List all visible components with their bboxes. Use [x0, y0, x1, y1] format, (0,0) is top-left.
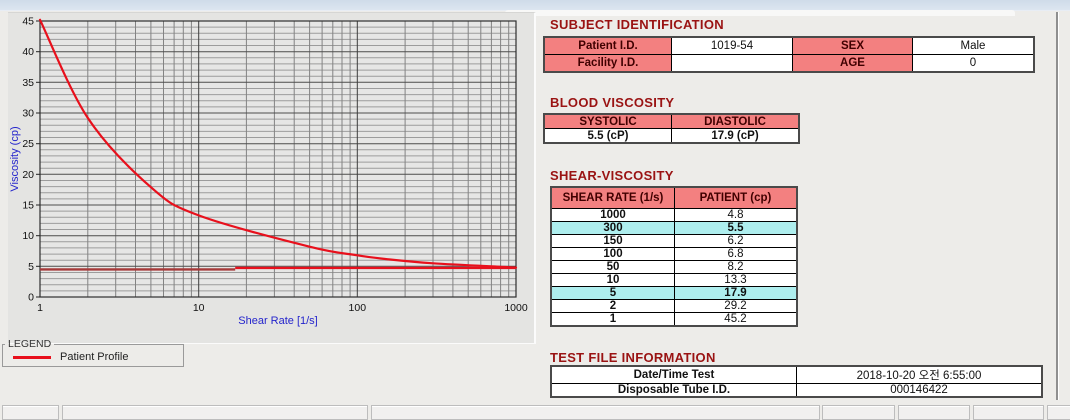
shear-rate-cell: 300 — [551, 221, 675, 235]
y-tick-label: 10 — [22, 230, 34, 242]
x-tick-label: 1000 — [504, 302, 528, 314]
shear-viscosity-row: 100 6.8 — [551, 247, 797, 261]
blood-viscosity-title: BLOOD VISCOSITY — [550, 95, 675, 110]
subject-label-cell: AGE — [792, 54, 913, 72]
shear-rate-cell: 100 — [551, 247, 675, 261]
y-tick-label: 35 — [22, 77, 34, 89]
y-tick-label: 30 — [22, 108, 34, 120]
shear-viscosity-header-row: SHEAR RATE (1/s) PATIENT (cp) — [551, 187, 797, 209]
shear-rate-cell: 1 — [551, 312, 675, 326]
y-tick-label: 0 — [28, 292, 34, 304]
patient-viscosity-cell: 13.3 — [674, 273, 797, 287]
y-tick-label: 45 — [22, 16, 34, 28]
plot-frame — [39, 20, 517, 298]
subject-label-cell: Facility I.D. — [544, 54, 672, 72]
shear-rate-cell: 150 — [551, 234, 675, 248]
shear-viscosity-header-cell: SHEAR RATE (1/s) — [551, 187, 675, 209]
status-panel — [898, 405, 970, 420]
test-file-label-cell: Disposable Tube I.D. — [551, 383, 797, 397]
blood-viscosity-value-row: 5.5 (cP) 17.9 (cP) — [544, 128, 799, 143]
shear-rate-cell: 10 — [551, 273, 675, 287]
status-panel — [973, 405, 1044, 420]
test-file-value-cell: 2018-10-20 오전 6:55:00 — [796, 366, 1042, 384]
blood-viscosity-header-cell: SYSTOLIC — [544, 114, 672, 129]
legend-item-patient-profile: Patient Profile — [3, 351, 183, 363]
y-tick-label: 40 — [22, 46, 34, 58]
status-panel — [371, 405, 820, 420]
panel-divider — [1056, 12, 1058, 400]
legend-item-label: Patient Profile — [60, 351, 129, 363]
blood-viscosity-table: SYSTOLIC DIASTOLIC 5.5 (cP) 17.9 (cP) — [543, 113, 800, 144]
status-panel — [1047, 405, 1070, 420]
status-panel — [62, 405, 368, 420]
x-axis-title: Shear Rate [1/s] — [238, 315, 318, 327]
blood-viscosity-header-cell: DIASTOLIC — [671, 114, 799, 129]
viscosity-chart-panel: 0 5 10 15 20 25 30 35 40 45 1 10 100 1000 Shear Rate [… — [8, 12, 536, 344]
shear-viscosity-row: 1000 4.8 — [551, 208, 797, 222]
shear-viscosity-row: 50 8.2 — [551, 260, 797, 274]
shear-rate-cell: 1000 — [551, 208, 675, 222]
subject-row: Facility I.D. AGE 0 — [544, 54, 1034, 72]
subject-label-cell: Patient I.D. — [544, 37, 672, 55]
plot-area — [40, 21, 516, 297]
y-tick-label: 20 — [22, 169, 34, 181]
x-tick-label: 100 — [349, 302, 367, 314]
subject-label-cell: SEX — [792, 37, 913, 55]
subject-value-cell: 1019-54 — [671, 37, 793, 55]
patient-viscosity-cell: 29.2 — [674, 299, 797, 313]
subject-value-cell: Male — [912, 37, 1034, 55]
patient-profile-line-swatch — [13, 355, 51, 359]
patient-viscosity-cell: 5.5 — [674, 221, 797, 235]
shear-viscosity-row: 10 13.3 — [551, 273, 797, 287]
blood-viscosity-header-row: SYSTOLIC DIASTOLIC — [544, 114, 799, 129]
subject-value-cell: 0 — [912, 54, 1034, 72]
blood-viscosity-value-cell: 17.9 (cP) — [671, 128, 799, 143]
subject-row: Patient I.D. 1019-54 SEX Male — [544, 37, 1034, 55]
shear-viscosity-title: SHEAR-VISCOSITY — [550, 168, 674, 183]
patient-profile-curve — [38, 18, 518, 269]
patient-viscosity-cell: 45.2 — [674, 312, 797, 326]
patient-viscosity-cell: 6.8 — [674, 247, 797, 261]
shear-viscosity-table: SHEAR RATE (1/s) PATIENT (cp) 1000 4.8 300 5.… — [550, 186, 798, 327]
status-panel — [2, 405, 59, 420]
subject-identification-title: SUBJECT IDENTIFICATION — [550, 17, 724, 32]
shear-viscosity-row: 150 6.2 — [551, 234, 797, 248]
header-strip — [505, 10, 1015, 16]
patient-viscosity-cell: 6.2 — [674, 234, 797, 248]
x-tick-label: 10 — [193, 302, 205, 314]
blood-viscosity-value-cell: 5.5 (cP) — [544, 128, 672, 143]
patient-viscosity-cell: 17.9 — [674, 286, 797, 300]
subject-value-cell — [671, 54, 793, 72]
test-file-label-cell: Date/Time Test — [551, 366, 797, 384]
y-axis-title: Viscosity (cp) — [9, 126, 21, 191]
shear-viscosity-row: 5 17.9 — [551, 286, 797, 300]
test-file-row: Date/Time Test 2018-10-20 오전 6:55:00 — [551, 366, 1042, 384]
y-tick-label: 25 — [22, 138, 34, 150]
subject-identification-table: Patient I.D. 1019-54 SEX Male Facility I.D. A… — [543, 36, 1035, 73]
test-file-row: Disposable Tube I.D. 000146422 — [551, 383, 1042, 397]
shear-viscosity-row: 2 29.2 — [551, 299, 797, 313]
x-tick-label: 1 — [37, 302, 43, 314]
y-tick-label: 15 — [22, 200, 34, 212]
shear-viscosity-header-cell: PATIENT (cp) — [674, 187, 797, 209]
test-file-information-table: Date/Time Test 2018-10-20 오전 6:55:00 Dispo… — [550, 365, 1043, 398]
test-file-value-cell: 000146422 — [796, 383, 1042, 397]
patient-viscosity-cell: 8.2 — [674, 260, 797, 274]
legend-box: LEGEND Patient Profile — [2, 338, 184, 367]
shear-viscosity-row: 1 45.2 — [551, 312, 797, 326]
shear-viscosity-chart: 0 5 10 15 20 25 30 35 40 45 1 10 100 1000 Shear Rate [… — [9, 16, 528, 328]
shear-rate-cell: 2 — [551, 299, 675, 313]
shear-viscosity-row: 300 5.5 — [551, 221, 797, 235]
test-file-information-title: TEST FILE INFORMATION — [550, 350, 716, 365]
patient-viscosity-cell: 4.8 — [674, 208, 797, 222]
status-bar — [0, 405, 1070, 420]
legend-title: LEGEND — [8, 338, 52, 350]
y-tick-label: 5 — [28, 261, 34, 273]
status-panel — [822, 405, 895, 420]
shear-rate-cell: 5 — [551, 286, 675, 300]
shear-rate-cell: 50 — [551, 260, 675, 274]
